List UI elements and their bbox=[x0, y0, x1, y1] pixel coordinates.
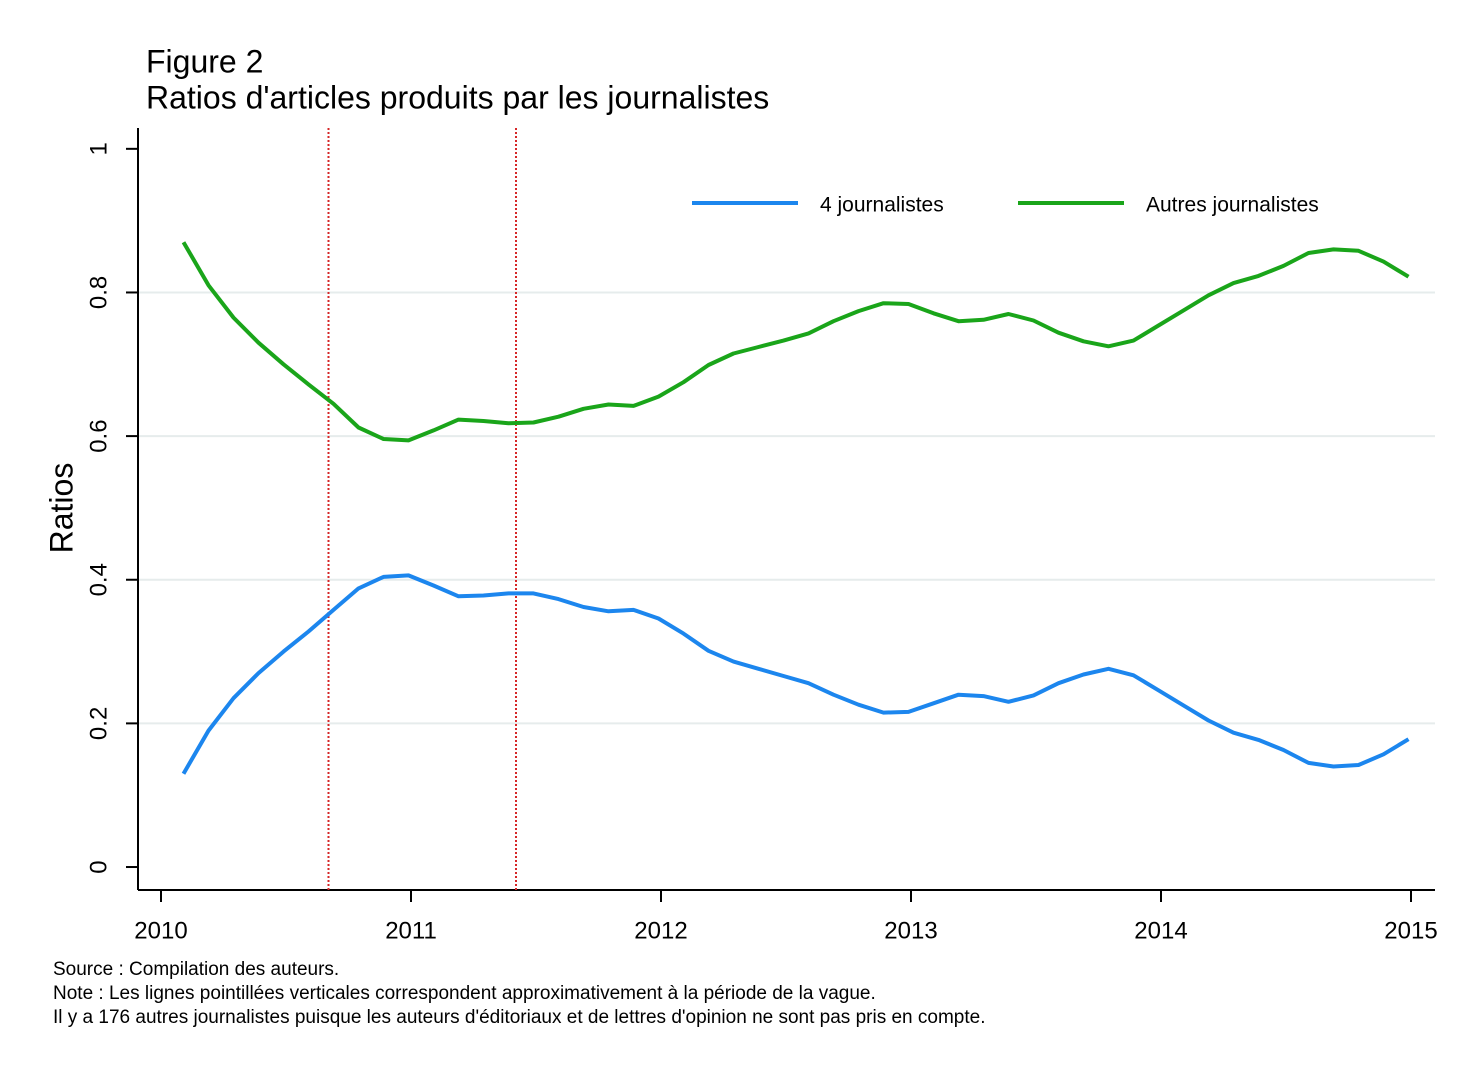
y-tick-label: 0.6 bbox=[85, 419, 112, 452]
note: Source : Compilation des auteurs. bbox=[53, 959, 339, 980]
y-axis-label: Ratios bbox=[43, 463, 79, 554]
legend-label: Autres journalistes bbox=[1146, 194, 1319, 217]
x-tick-label: 2014 bbox=[1134, 917, 1187, 944]
y-tick-label: 0.8 bbox=[85, 276, 112, 309]
x-tick-label: 2015 bbox=[1384, 917, 1437, 944]
legend-label: 4 journalistes bbox=[820, 194, 944, 217]
x-tick-label: 2013 bbox=[884, 917, 937, 944]
y-tick-label: 0.4 bbox=[85, 563, 112, 596]
y-tick-label: 0 bbox=[85, 860, 112, 873]
note: Note : Les lignes pointillées verticales… bbox=[53, 983, 876, 1004]
x-tick-label: 2012 bbox=[634, 917, 687, 944]
note: Il y a 176 autres journalistes puisque l… bbox=[53, 1007, 985, 1028]
chart-subtitle: Ratios d'articles produits par les journ… bbox=[146, 79, 769, 115]
x-tick-label: 2010 bbox=[134, 917, 187, 944]
y-tick-label: 1 bbox=[85, 142, 112, 155]
chart-title: Figure 2 bbox=[146, 43, 263, 79]
y-tick-label: 0.2 bbox=[85, 707, 112, 740]
series-line bbox=[181, 241, 1410, 443]
series-line bbox=[181, 573, 1410, 775]
x-tick-label: 2011 bbox=[385, 917, 437, 944]
